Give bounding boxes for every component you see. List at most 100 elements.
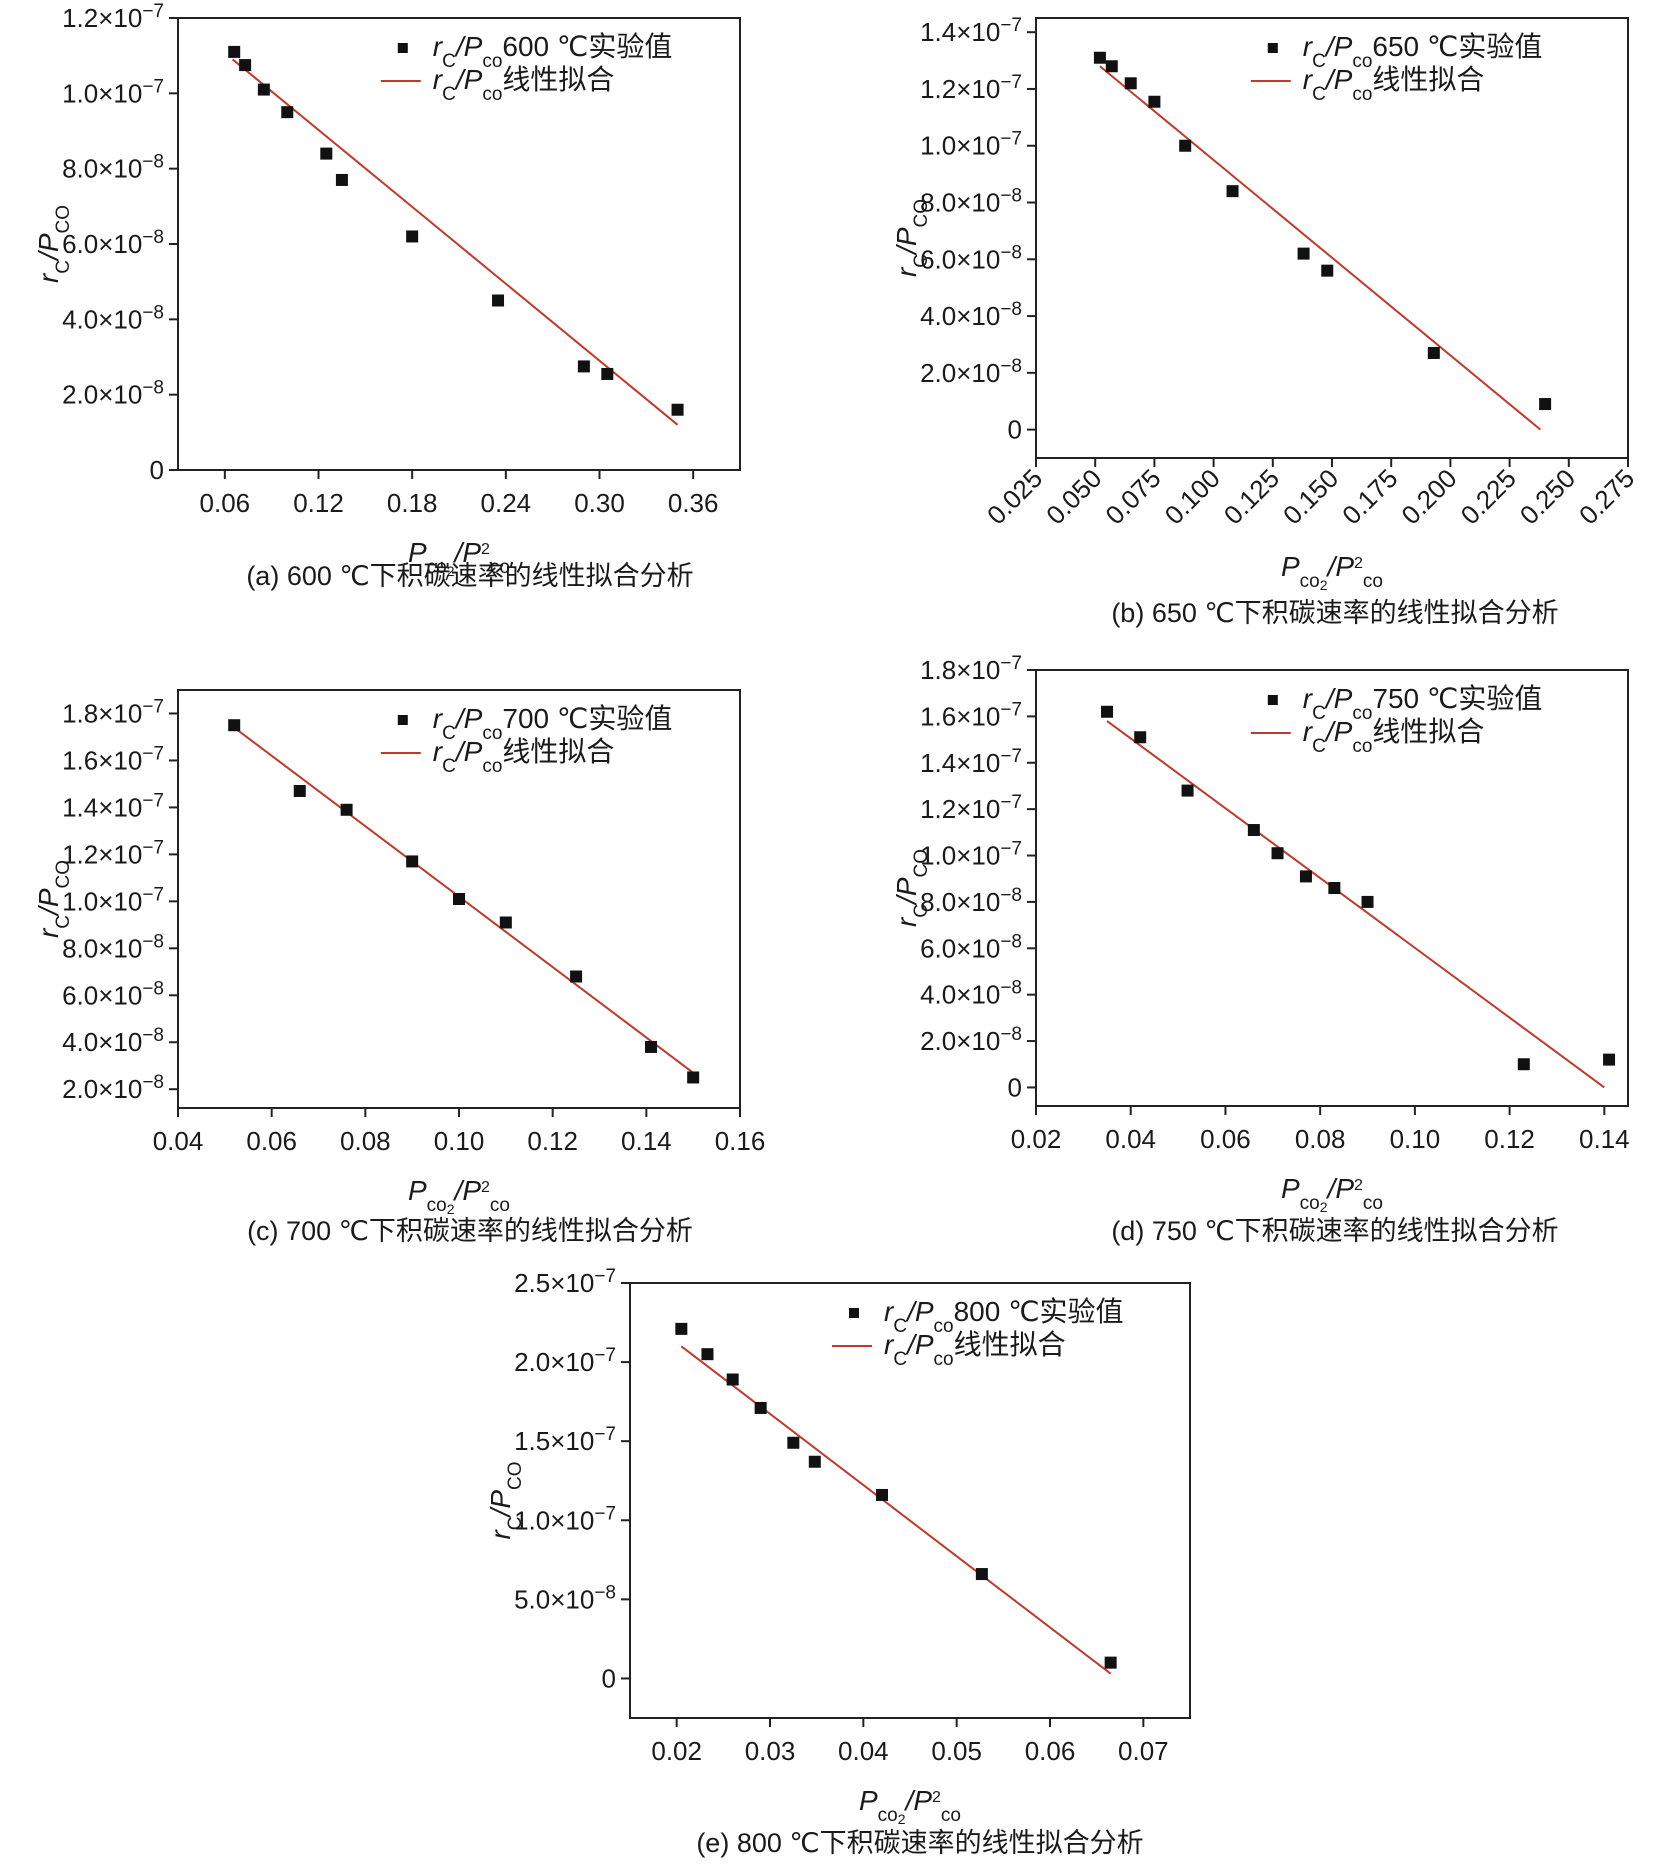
data-point xyxy=(492,294,505,307)
y-tick-label: 1.0×10−7 xyxy=(920,128,1022,161)
x-tick-label: 0.10 xyxy=(1390,1124,1441,1154)
legend-point-marker xyxy=(397,715,408,725)
y-tick-label: 2.0×10−7 xyxy=(514,1345,616,1378)
data-point xyxy=(453,893,465,905)
y-tick-label: 8.0×10−8 xyxy=(920,185,1022,218)
y-tick-label: 4.0×10−8 xyxy=(920,299,1022,332)
data-point xyxy=(1603,1053,1616,1066)
y-tick-label: 1.6×10−7 xyxy=(920,699,1022,732)
data-point xyxy=(257,83,270,96)
x-tick-label: 0.12 xyxy=(1484,1124,1535,1154)
y-tick-label: 0 xyxy=(1008,415,1022,445)
legend-fit-label: rC/Pco线性拟合 xyxy=(433,736,615,777)
y-tick-label: 4.0×10−8 xyxy=(62,1025,164,1058)
legend-point-marker xyxy=(1267,695,1278,705)
data-point xyxy=(570,970,583,983)
data-point xyxy=(1361,895,1374,908)
x-tick-label: 0.06 xyxy=(246,1126,297,1156)
data-point xyxy=(1134,731,1147,744)
data-point xyxy=(1297,247,1310,260)
y-tick-label: 2.5×10−7 xyxy=(514,1266,616,1299)
x-tick-label: 0.14 xyxy=(1579,1124,1630,1154)
y-tick-label: 1.0×10−7 xyxy=(62,76,164,109)
y-axis-title: rC/PCO xyxy=(33,860,74,938)
legend-points-label: rC/Pco750 ℃实验值 xyxy=(1303,683,1543,724)
y-tick-label: 5.0×10−8 xyxy=(514,1582,616,1615)
data-point xyxy=(406,855,419,868)
data-point xyxy=(293,784,306,797)
data-point xyxy=(1517,1058,1530,1071)
data-point xyxy=(1539,398,1552,411)
panel-caption: (c) 700 ℃下积碳速率的线性拟合分析 xyxy=(247,1216,693,1246)
y-tick-label: 8.0×10−8 xyxy=(62,151,164,184)
x-tick-label: 0.10 xyxy=(434,1126,485,1156)
y-tick-label: 1.0×10−7 xyxy=(62,884,164,917)
data-point xyxy=(1247,824,1260,837)
fit-line xyxy=(232,58,679,426)
panel-c: 0.04 0.06 0.08 0.10 0.12 0.14 0.16 2.0×10−8 4.0×… xyxy=(33,689,765,1246)
legend-points-label: rC/Pco800 ℃实验值 xyxy=(884,1296,1124,1337)
y-axis-title: rC/PCO xyxy=(891,849,932,927)
legend-point-marker xyxy=(397,43,408,53)
y-tick-label: 2.0×10−8 xyxy=(62,1072,164,1105)
data-point xyxy=(228,45,241,58)
data-point xyxy=(701,1348,714,1361)
panel-b: 0.0250.0500.0750.1000.1250.1500.1750.200… xyxy=(891,15,1640,628)
x-tick-label: 0.12 xyxy=(527,1126,578,1156)
panel-e: 0.02 0.03 0.04 0.05 0.06 0.07 0 5.0×10−8 1.0×10−… xyxy=(485,1266,1191,1858)
y-tick-label: 1.0×10−7 xyxy=(514,1503,616,1536)
panel-d: 0.02 0.04 0.06 0.08 0.10 0.12 0.14 0 2.0×10−8 4.0… xyxy=(891,653,1630,1247)
x-tick-label: 0.225 xyxy=(1455,463,1522,530)
x-tick-label: 0.04 xyxy=(1105,1124,1156,1154)
y-axis-title: rC/PCO xyxy=(891,199,932,277)
data-point xyxy=(1093,51,1106,64)
legend-fit-label: rC/Pco线性拟合 xyxy=(884,1329,1066,1370)
data-point xyxy=(320,147,333,160)
plot-frame xyxy=(629,1282,1191,1719)
x-tick-label: 0.08 xyxy=(1295,1124,1346,1154)
data-point xyxy=(876,1488,888,1501)
y-tick-label: 1.2×10−7 xyxy=(920,792,1022,825)
data-point xyxy=(726,1373,739,1386)
y-tick-label: 1.4×10−7 xyxy=(62,790,164,823)
y-tick-label: 0 xyxy=(150,455,164,485)
fit-line xyxy=(1106,720,1605,1089)
x-tick-label: 0.04 xyxy=(838,1736,889,1766)
y-axis-title: rC/PCO xyxy=(485,1461,526,1539)
x-tick-label: 0.24 xyxy=(481,488,532,518)
x-tick-label: 0.275 xyxy=(1573,463,1640,530)
y-tick-label: 0 xyxy=(1008,1072,1022,1102)
y-tick-label: 1.0×10−7 xyxy=(920,838,1022,871)
y-tick-label: 1.6×10−7 xyxy=(62,743,164,776)
data-point xyxy=(1226,185,1239,198)
legend-fit-label: rC/Pco线性拟合 xyxy=(433,64,615,105)
x-tick-label: 0.075 xyxy=(1099,463,1166,530)
legend-points-label: rC/Pco650 ℃实验值 xyxy=(1303,31,1543,72)
legend-point-marker xyxy=(849,1308,859,1318)
x-axis-title: Pco2/P2co xyxy=(859,1785,961,1827)
y-tick-label: 6.0×10−8 xyxy=(920,242,1022,275)
y-tick-label: 1.5×10−7 xyxy=(514,1424,616,1457)
x-tick-label: 0.025 xyxy=(981,463,1048,530)
x-tick-label: 0.04 xyxy=(153,1126,204,1156)
data-point xyxy=(1427,346,1440,359)
data-point xyxy=(335,173,348,186)
y-tick-label: 6.0×10−8 xyxy=(62,978,164,1011)
x-tick-label: 0.125 xyxy=(1218,463,1285,530)
x-axis-title: Pco2/P2co xyxy=(408,1175,510,1217)
x-tick-label: 0.06 xyxy=(1200,1124,1251,1154)
data-point xyxy=(406,230,419,243)
fit-line xyxy=(1099,65,1542,431)
data-point xyxy=(787,1436,800,1449)
data-point xyxy=(228,719,241,732)
data-point xyxy=(675,1322,688,1335)
x-tick-label: 0.02 xyxy=(651,1736,702,1766)
y-tick-label: 6.0×10−8 xyxy=(62,227,164,260)
data-point xyxy=(1104,1656,1117,1669)
data-point xyxy=(281,106,294,119)
legend-fit-label: rC/Pco线性拟合 xyxy=(1303,64,1485,105)
data-point xyxy=(340,803,353,816)
x-tick-label: 0.050 xyxy=(1040,463,1107,530)
data-point xyxy=(1105,60,1118,73)
